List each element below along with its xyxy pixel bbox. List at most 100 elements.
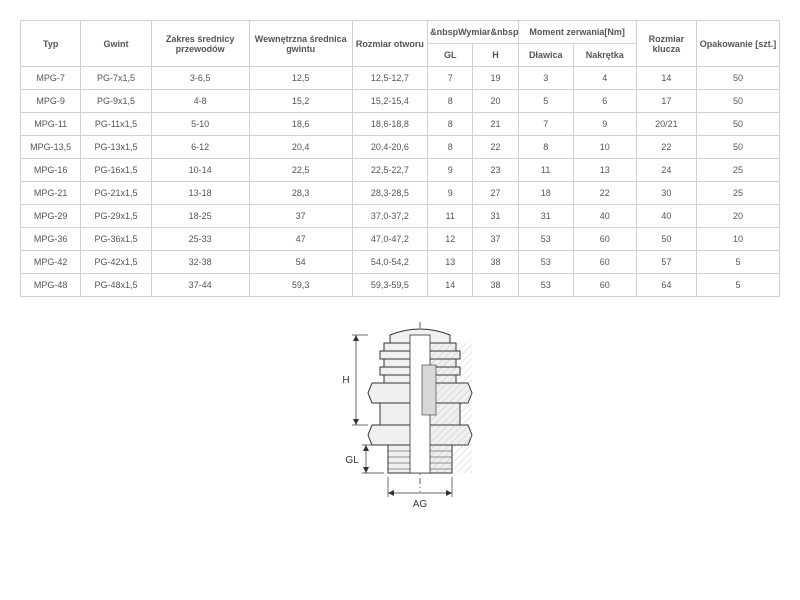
cell-gwint: PG-9x1,5 bbox=[81, 90, 151, 113]
cell-klucz: 50 bbox=[636, 228, 696, 251]
cell-wewn: 59,3 bbox=[249, 274, 352, 297]
cell-otwor: 54,0-54,2 bbox=[352, 251, 427, 274]
cell-wewn: 47 bbox=[249, 228, 352, 251]
cell-typ: MPG-29 bbox=[21, 205, 81, 228]
cell-dlawica: 3 bbox=[518, 67, 573, 90]
cell-gwint: PG-16x1,5 bbox=[81, 159, 151, 182]
cell-gwint: PG-42x1,5 bbox=[81, 251, 151, 274]
cell-wewn: 18,6 bbox=[249, 113, 352, 136]
cell-h: 38 bbox=[473, 274, 518, 297]
cell-gl: 13 bbox=[428, 251, 473, 274]
dim-gl-label: GL bbox=[345, 455, 359, 466]
cell-otwor: 28,3-28,5 bbox=[352, 182, 427, 205]
col-gl: GL bbox=[428, 44, 473, 67]
cell-gwint: PG-21x1,5 bbox=[81, 182, 151, 205]
cell-wewn: 22,5 bbox=[249, 159, 352, 182]
table-row: MPG-42PG-42x1,532-385454,0-54,2133853605… bbox=[21, 251, 780, 274]
cell-gwint: PG-7x1,5 bbox=[81, 67, 151, 90]
cell-zakres: 37-44 bbox=[151, 274, 249, 297]
cell-typ: MPG-36 bbox=[21, 228, 81, 251]
cell-nakretka: 60 bbox=[573, 228, 636, 251]
cell-gwint: PG-11x1,5 bbox=[81, 113, 151, 136]
col-wymiar: &nbspWymiar&nbsp bbox=[428, 21, 518, 44]
col-zakres: Zakres średnicy przewodów bbox=[151, 21, 249, 67]
cell-dlawica: 53 bbox=[518, 228, 573, 251]
cell-klucz: 20/21 bbox=[636, 113, 696, 136]
cell-opak: 5 bbox=[697, 274, 780, 297]
dim-h-label: H bbox=[342, 375, 349, 386]
cell-klucz: 64 bbox=[636, 274, 696, 297]
cell-opak: 50 bbox=[697, 90, 780, 113]
cell-typ: MPG-42 bbox=[21, 251, 81, 274]
cell-otwor: 47,0-47,2 bbox=[352, 228, 427, 251]
col-gwint: Gwint bbox=[81, 21, 151, 67]
cell-dlawica: 31 bbox=[518, 205, 573, 228]
cell-dlawica: 5 bbox=[518, 90, 573, 113]
cell-dlawica: 18 bbox=[518, 182, 573, 205]
cell-zakres: 13-18 bbox=[151, 182, 249, 205]
cell-nakretka: 10 bbox=[573, 136, 636, 159]
cell-typ: MPG-21 bbox=[21, 182, 81, 205]
cell-zakres: 32-38 bbox=[151, 251, 249, 274]
cell-h: 22 bbox=[473, 136, 518, 159]
cell-gl: 9 bbox=[428, 159, 473, 182]
cell-h: 38 bbox=[473, 251, 518, 274]
table-row: MPG-13,5PG-13x1,56-1220,420,4-20,6822810… bbox=[21, 136, 780, 159]
cell-gl: 8 bbox=[428, 136, 473, 159]
cell-zakres: 5-10 bbox=[151, 113, 249, 136]
cell-klucz: 57 bbox=[636, 251, 696, 274]
cell-typ: MPG-9 bbox=[21, 90, 81, 113]
cell-klucz: 14 bbox=[636, 67, 696, 90]
table-row: MPG-9PG-9x1,54-815,215,2-15,4820561750 bbox=[21, 90, 780, 113]
cell-dlawica: 11 bbox=[518, 159, 573, 182]
cell-opak: 20 bbox=[697, 205, 780, 228]
cell-dlawica: 7 bbox=[518, 113, 573, 136]
table-header: Typ Gwint Zakres średnicy przewodów Wewn… bbox=[21, 21, 780, 67]
cell-dlawica: 53 bbox=[518, 274, 573, 297]
cell-zakres: 4-8 bbox=[151, 90, 249, 113]
technical-diagram: H GL AG bbox=[20, 317, 780, 522]
cell-gl: 8 bbox=[428, 90, 473, 113]
cell-opak: 50 bbox=[697, 136, 780, 159]
cell-nakretka: 4 bbox=[573, 67, 636, 90]
cell-h: 37 bbox=[473, 228, 518, 251]
cell-otwor: 12,5-12,7 bbox=[352, 67, 427, 90]
cell-nakretka: 60 bbox=[573, 274, 636, 297]
table-row: MPG-7PG-7x1,53-6,512,512,5-12,7719341450 bbox=[21, 67, 780, 90]
cell-nakretka: 6 bbox=[573, 90, 636, 113]
cell-h: 23 bbox=[473, 159, 518, 182]
dim-ag-label: AG bbox=[413, 499, 428, 510]
table-row: MPG-29PG-29x1,518-253737,0-37,2113131404… bbox=[21, 205, 780, 228]
cell-otwor: 59,3-59,5 bbox=[352, 274, 427, 297]
cell-h: 20 bbox=[473, 90, 518, 113]
cell-gwint: PG-36x1,5 bbox=[81, 228, 151, 251]
cell-h: 31 bbox=[473, 205, 518, 228]
cell-typ: MPG-11 bbox=[21, 113, 81, 136]
cell-h: 27 bbox=[473, 182, 518, 205]
cell-nakretka: 9 bbox=[573, 113, 636, 136]
cell-wewn: 28,3 bbox=[249, 182, 352, 205]
cell-dlawica: 53 bbox=[518, 251, 573, 274]
cell-otwor: 18,6-18,8 bbox=[352, 113, 427, 136]
col-wewn: Wewnętrzna średnica gwintu bbox=[249, 21, 352, 67]
table-row: MPG-11PG-11x1,55-1018,618,6-18,88217920/… bbox=[21, 113, 780, 136]
cell-otwor: 37,0-37,2 bbox=[352, 205, 427, 228]
cell-gl: 14 bbox=[428, 274, 473, 297]
cell-typ: MPG-7 bbox=[21, 67, 81, 90]
cell-typ: MPG-16 bbox=[21, 159, 81, 182]
col-opak: Opakowanie [szt.] bbox=[697, 21, 780, 67]
cell-h: 21 bbox=[473, 113, 518, 136]
cell-nakretka: 60 bbox=[573, 251, 636, 274]
table-row: MPG-21PG-21x1,513-1828,328,3-28,59271822… bbox=[21, 182, 780, 205]
col-moment: Moment zerwania[Nm] bbox=[518, 21, 636, 44]
cell-typ: MPG-13,5 bbox=[21, 136, 81, 159]
cell-zakres: 25-33 bbox=[151, 228, 249, 251]
col-dlawica: Dławica bbox=[518, 44, 573, 67]
cell-wewn: 37 bbox=[249, 205, 352, 228]
cell-gl: 8 bbox=[428, 113, 473, 136]
col-klucz: Rozmiar klucza bbox=[636, 21, 696, 67]
cell-otwor: 22,5-22,7 bbox=[352, 159, 427, 182]
cell-gl: 11 bbox=[428, 205, 473, 228]
cell-klucz: 24 bbox=[636, 159, 696, 182]
cell-dlawica: 8 bbox=[518, 136, 573, 159]
